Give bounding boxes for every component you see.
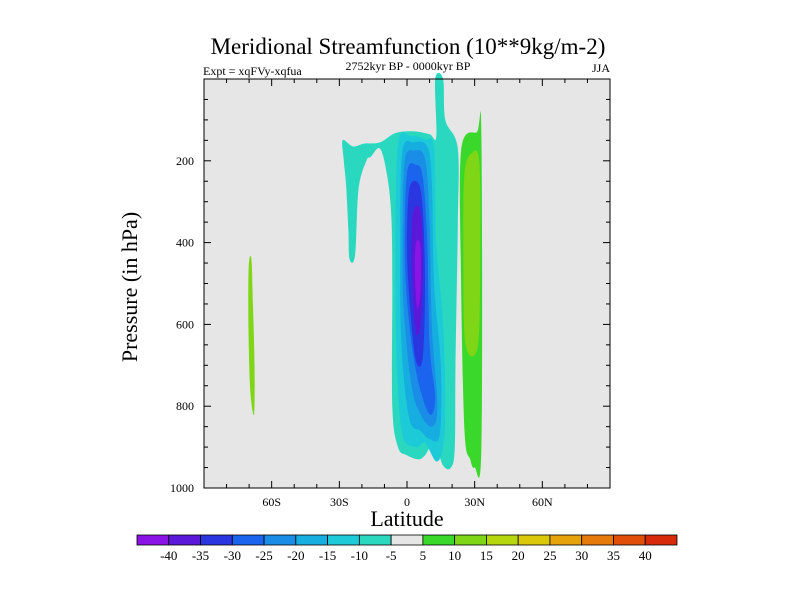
colorbar-label: 10	[448, 548, 461, 563]
colorbar-label: -35	[192, 548, 209, 563]
southern-negative-cell-contour	[414, 239, 422, 309]
colorbar-box	[486, 534, 519, 546]
colorbar-label: -5	[386, 548, 397, 563]
x-tick-label: 30N	[464, 495, 485, 509]
y-tick-label: 600	[176, 317, 194, 331]
colorbar-label: 35	[607, 548, 620, 563]
colorbar-label: -25	[255, 548, 272, 563]
colorbar-label: -30	[224, 548, 241, 563]
colorbar-label: 20	[512, 548, 525, 563]
x-axis-label: Latitude	[370, 506, 443, 531]
colorbar-box	[517, 534, 551, 546]
x-axis: 60S 30S 0 30N 60N	[203, 79, 611, 509]
colorbar-box	[358, 534, 392, 546]
colorbar-label: -15	[319, 548, 336, 563]
colorbar-box	[613, 534, 646, 546]
y-tick-label: 1000	[170, 481, 194, 495]
colorbar-box	[422, 534, 456, 546]
y-axis: 200 400 600 800 1000	[170, 78, 610, 495]
colorbar-label: -10	[351, 548, 368, 563]
colorbar-box	[231, 534, 265, 546]
colorbar: -40 -35 -30 -25 -20 -15 -10 -5 5 10 15 20 25 30 35 40	[136, 534, 678, 563]
colorbar-label: 25	[543, 548, 556, 563]
contour-fills	[248, 72, 483, 478]
season-label: JJA	[592, 61, 610, 75]
x-tick-label: 0	[404, 495, 410, 509]
x-tick-label: 30S	[330, 495, 349, 509]
colorbar-label: 30	[575, 548, 588, 563]
colorbar-box	[549, 534, 583, 546]
colorbar-label: -20	[287, 548, 304, 563]
time-range-label: 2752kyr BP - 0000kyr BP	[346, 59, 471, 73]
colorbar-box	[263, 534, 297, 546]
y-tick-label: 400	[176, 236, 194, 250]
y-tick-label: 800	[176, 399, 194, 413]
colorbar-box	[390, 534, 424, 546]
antarctic-positive-strip-contour	[248, 255, 255, 416]
y-tick-label: 200	[176, 154, 194, 168]
northern-positive-cell-contour	[463, 150, 481, 357]
colorbar-box	[136, 534, 170, 546]
chart-title: Meridional Streamfunction (10**9kg/m-2)	[211, 34, 606, 59]
colorbar-label: 5	[420, 548, 427, 563]
colorbar-label: 15	[480, 548, 493, 563]
colorbar-box	[200, 534, 233, 546]
colorbar-label: -40	[160, 548, 177, 563]
y-axis-label: Pressure (in hPa)	[117, 212, 142, 362]
experiment-label: Expt = xqFVy-xqfua	[203, 64, 302, 78]
colorbar-box	[454, 534, 487, 546]
x-tick-label: 60S	[262, 495, 281, 509]
colorbar-box	[295, 534, 328, 546]
x-tick-label: 60N	[532, 495, 553, 509]
colorbar-box	[644, 534, 678, 546]
colorbar-box	[581, 534, 614, 546]
colorbar-label: 40	[639, 548, 652, 563]
colorbar-box	[327, 534, 360, 546]
colorbar-box	[168, 534, 201, 546]
